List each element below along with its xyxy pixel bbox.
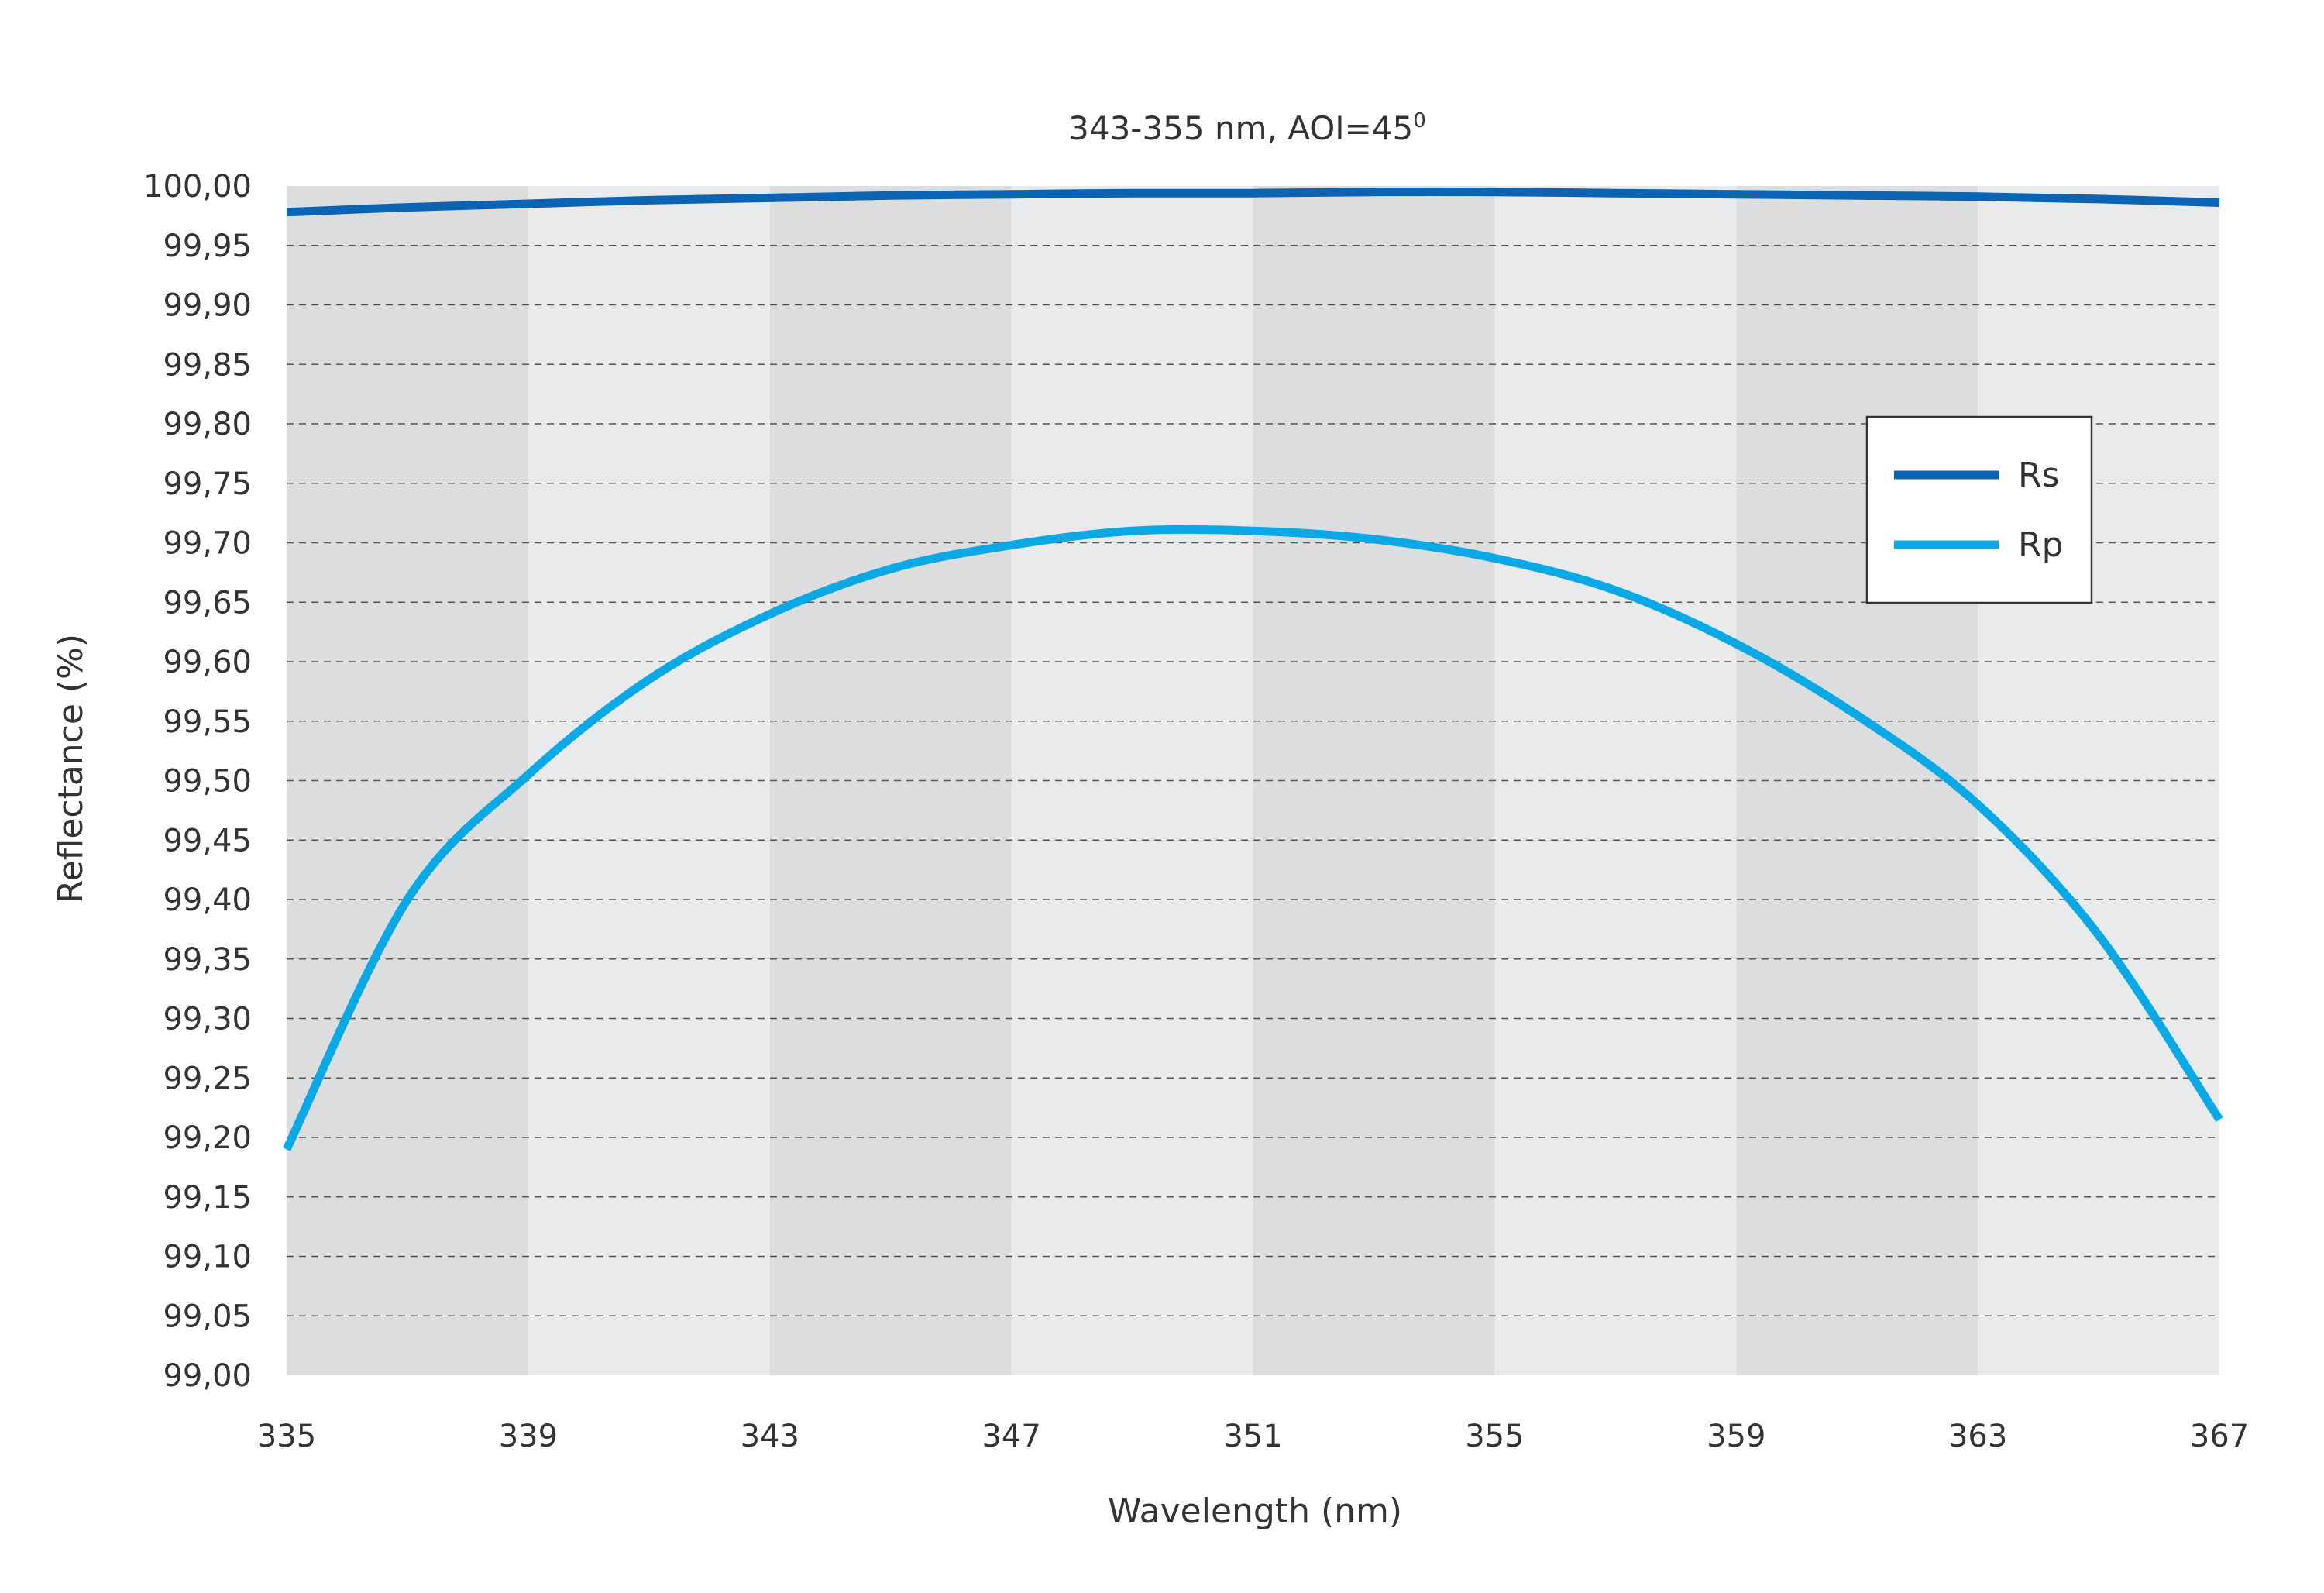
x-tick-label: 351: [1223, 1419, 1282, 1454]
x-tick-label: 355: [1465, 1419, 1524, 1454]
y-tick-label: 99,00: [163, 1358, 252, 1394]
y-axis-label: Reflectance (%): [51, 634, 91, 903]
data-series: [283, 187, 2223, 1151]
y-tick-label: 99,60: [163, 645, 252, 680]
y-tick-label: 99,85: [163, 347, 252, 383]
y-tick-label: 99,15: [163, 1180, 252, 1216]
y-axis-ticks: 99,00 99,05 99,10 99,15 99,20 99,25 99,30 99,35…: [143, 169, 252, 1394]
x-tick-label: 363: [1948, 1419, 2007, 1454]
y-tick-label: 99,80: [163, 407, 252, 442]
x-axis-ticks: 335 339 343 347 351 355 359 363 367: [257, 1419, 2249, 1454]
x-tick-label: 367: [2190, 1419, 2249, 1454]
y-tick-label: 99,50: [163, 764, 252, 800]
y-tick-label: 99,25: [163, 1061, 252, 1096]
y-tick-label: 99,05: [163, 1299, 252, 1334]
y-tick-label: 99,45: [163, 823, 252, 858]
x-tick-label: 347: [982, 1419, 1040, 1454]
y-tick-label: 99,20: [163, 1120, 252, 1156]
y-tick-label: 99,95: [163, 229, 252, 264]
y-tick-label: 99,70: [163, 526, 252, 562]
legend-label-rp: Rp: [2018, 525, 2064, 565]
y-tick-label: 99,40: [163, 883, 252, 918]
series-line-rs: [286, 187, 2220, 217]
y-tick-label: 99,35: [163, 942, 252, 978]
y-tick-label: 99,55: [163, 704, 252, 740]
x-tick-label: 335: [257, 1419, 316, 1454]
background-band: [287, 186, 528, 1375]
legend-label-rs: Rs: [2018, 456, 2060, 495]
x-tick-label: 359: [1707, 1419, 1765, 1454]
y-tick-label: 99,90: [163, 288, 252, 324]
x-tick-label: 339: [499, 1419, 558, 1454]
x-axis-label: Wavelength (nm): [1108, 1492, 1402, 1531]
y-tick-label: 99,65: [163, 585, 252, 621]
y-tick-label: 99,10: [163, 1240, 252, 1275]
title-superscript: 0: [1413, 109, 1426, 132]
legend: Rs Rp: [1865, 415, 2093, 604]
y-tick-label: 100,00: [143, 169, 252, 205]
x-tick-label: 343: [741, 1419, 799, 1454]
y-tick-label: 99,30: [163, 1002, 252, 1037]
y-tick-label: 99,75: [163, 466, 252, 502]
legend-box: [1865, 415, 2093, 604]
chart-title: 343-355 nm, AOI=450: [1068, 109, 1426, 147]
series-line-rp: [283, 525, 2223, 1151]
